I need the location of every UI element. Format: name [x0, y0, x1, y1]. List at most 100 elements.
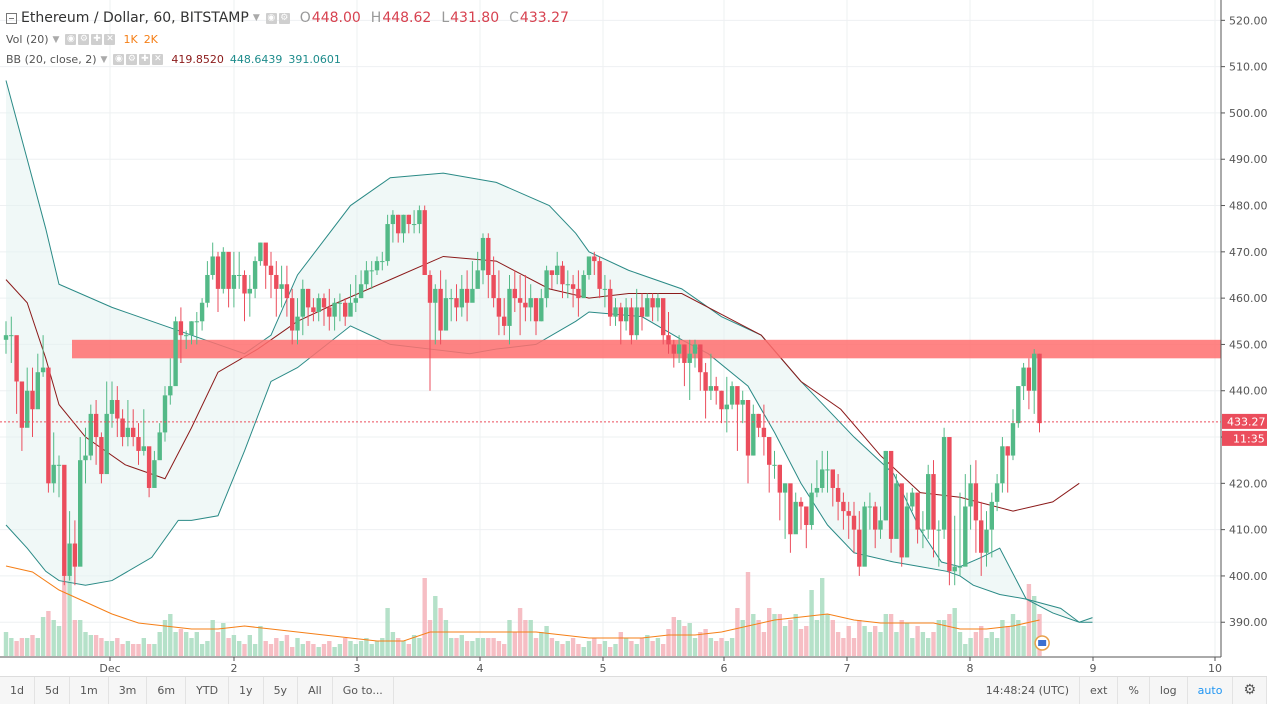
volume-bar	[411, 635, 417, 656]
symbol-title: Ethereum / Dollar, 60, BITSTAMP	[21, 10, 249, 26]
log-toggle[interactable]: log	[1150, 677, 1188, 704]
chevron-down-icon[interactable]: ▼	[52, 34, 60, 45]
volume-bar	[311, 644, 316, 656]
volume-bar	[385, 608, 390, 656]
candle-body	[141, 446, 146, 451]
volume-bar	[247, 635, 252, 656]
time-axis[interactable]: Dec 2 3 4 5 6 7 8 9 10	[0, 656, 1267, 676]
volume-bar	[947, 614, 952, 656]
candle-body	[618, 307, 623, 322]
candle-body	[316, 298, 321, 313]
time-tick-label: 7	[844, 662, 851, 675]
candle-body	[512, 288, 517, 299]
candle-body	[348, 302, 353, 317]
range-1m[interactable]: 1m	[70, 677, 109, 704]
range-1y[interactable]: 1y	[229, 677, 264, 704]
volume-bar	[544, 626, 549, 656]
gear-icon[interactable]: ⚙	[1233, 677, 1267, 704]
range-6m[interactable]: 6m	[147, 677, 187, 704]
volume-bar	[433, 596, 438, 656]
volume-bar	[979, 626, 984, 656]
candle-body	[698, 344, 703, 373]
volume-bar	[570, 638, 576, 656]
settings-icon[interactable]: ⚙	[126, 54, 138, 65]
volume-bar	[502, 644, 507, 656]
range-5d[interactable]: 5d	[35, 677, 70, 704]
volume-bar	[941, 620, 947, 656]
percent-toggle[interactable]: %	[1118, 677, 1150, 704]
candle-body	[1000, 446, 1005, 484]
eye-icon[interactable]: ◉	[65, 34, 77, 45]
candle-body	[120, 418, 125, 438]
candle-body	[602, 288, 608, 290]
volume-bar	[475, 638, 480, 656]
event-flag-icon-inner	[1038, 640, 1047, 646]
range-1d[interactable]: 1d	[0, 677, 35, 704]
volume-bar	[772, 614, 777, 656]
candle-body	[941, 437, 947, 530]
settings-icon[interactable]: ⚙	[78, 34, 90, 45]
eye-icon[interactable]: ◉	[113, 54, 125, 65]
chevron-down-icon[interactable]: ▼	[100, 54, 108, 65]
goto-button[interactable]: Go to...	[333, 677, 394, 704]
candle-body	[984, 529, 989, 553]
clock-time[interactable]: 14:48:24 (UTC)	[976, 677, 1081, 704]
volume-bar	[740, 620, 745, 656]
volume-bar	[835, 632, 841, 656]
candle-body	[464, 288, 470, 303]
candle-body	[491, 274, 496, 299]
eye-icon[interactable]: ◉	[265, 12, 277, 24]
volume-bar	[629, 641, 634, 656]
candle-body	[284, 284, 290, 299]
candle-body	[396, 214, 401, 234]
candle-body	[470, 288, 475, 303]
range-all[interactable]: All	[298, 677, 333, 704]
chevron-down-icon[interactable]: ▼	[252, 13, 260, 23]
close-icon[interactable]: ✕	[104, 34, 116, 45]
candle-body	[1037, 353, 1042, 424]
candle-body	[1016, 386, 1021, 424]
volume-bar	[888, 614, 894, 656]
candle-body	[35, 372, 40, 410]
volume-bar	[751, 614, 756, 656]
candle-body	[835, 487, 841, 502]
candle-body	[184, 335, 189, 337]
candle-body	[581, 274, 586, 299]
candle-body	[682, 344, 687, 363]
candle-body	[756, 413, 761, 428]
candle-body	[639, 307, 645, 317]
candle-body	[666, 335, 671, 345]
volume-bar	[146, 644, 152, 656]
volume-bar	[67, 572, 72, 656]
collapse-icon[interactable]	[6, 12, 17, 24]
settings-icon[interactable]: ⚙	[278, 12, 290, 24]
volume-bar	[427, 620, 433, 656]
plus-icon[interactable]: ✚	[139, 54, 151, 65]
candle-body	[751, 413, 756, 456]
plus-icon[interactable]: ✚	[91, 34, 103, 45]
price-axis[interactable]: 520.00 510.00 500.00 490.00 480.00 470.00 460.…	[1220, 0, 1267, 676]
candle-body	[533, 298, 539, 322]
candle-body	[268, 265, 274, 275]
volume-bar	[194, 632, 199, 656]
volume-bar	[581, 647, 586, 656]
close-icon[interactable]: ✕	[152, 54, 164, 65]
range-3m[interactable]: 3m	[109, 677, 148, 704]
volume-bar	[364, 638, 369, 656]
volume-bar	[539, 632, 544, 656]
volume-bar	[973, 632, 979, 656]
candle-body	[719, 390, 724, 410]
price-chart[interactable]: 520.00 510.00 500.00 490.00 480.00 470.00 460.…	[0, 0, 1267, 676]
candle-body	[899, 483, 904, 558]
range-ytd[interactable]: YTD	[186, 677, 230, 704]
candle-body	[814, 487, 820, 493]
ext-toggle[interactable]: ext	[1080, 677, 1119, 704]
candle-body	[56, 464, 62, 466]
candle-body	[910, 492, 915, 507]
candle-body	[157, 432, 162, 461]
range-5y[interactable]: 5y	[264, 677, 299, 704]
candle-body	[83, 455, 88, 461]
auto-toggle[interactable]: auto	[1188, 677, 1234, 704]
volume-bar	[470, 641, 475, 656]
volume-bar	[14, 641, 19, 656]
